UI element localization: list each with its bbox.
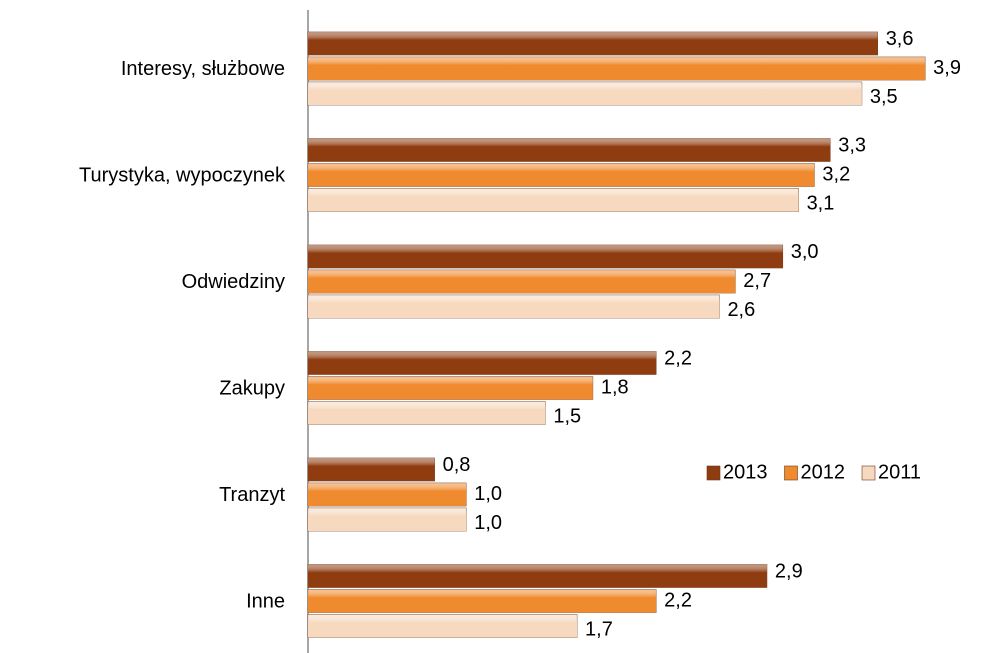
bar	[307, 81, 863, 106]
data-label: 2,2	[664, 347, 692, 369]
data-label: 1,0	[474, 483, 502, 505]
data-label: 1,7	[585, 618, 613, 640]
data-label: 3,5	[870, 86, 898, 108]
bar	[307, 56, 926, 81]
data-label: 3,2	[822, 163, 850, 185]
data-label: 2,7	[743, 270, 771, 292]
data-label: 3,9	[933, 57, 961, 79]
bar	[307, 401, 546, 425]
y-tick-label: Turystyka, wypoczynek	[79, 164, 286, 186]
data-label: 2,6	[727, 299, 755, 321]
bar	[307, 614, 578, 638]
data-label: 1,5	[553, 405, 581, 427]
bar	[307, 376, 594, 400]
bar	[307, 269, 736, 294]
y-tick-label: Inne	[246, 590, 285, 612]
data-label: 3,3	[838, 134, 866, 156]
bar	[307, 457, 435, 482]
y-tick-label: Tranzyt	[219, 484, 285, 506]
bar	[307, 589, 657, 613]
legend-label: 2012	[801, 461, 846, 483]
legend-swatch	[861, 465, 876, 481]
y-tick-label: Odwiedziny	[182, 271, 285, 293]
bar	[307, 482, 467, 507]
bar	[307, 564, 768, 588]
bar	[307, 244, 784, 269]
legend-label: 2011	[878, 461, 921, 483]
bar	[307, 31, 879, 56]
data-label: 2,9	[775, 560, 803, 582]
data-label: 3,0	[791, 241, 819, 263]
bar	[307, 138, 831, 162]
bar	[307, 188, 799, 212]
legend-swatch	[706, 465, 721, 481]
y-tick-label: Zakupy	[219, 377, 285, 399]
data-label: 3,6	[886, 28, 914, 50]
data-label: 1,8	[601, 376, 629, 398]
bar	[307, 294, 720, 319]
bar	[307, 351, 657, 375]
data-label: 1,0	[474, 512, 502, 534]
data-label: 0,8	[443, 454, 471, 476]
bar	[307, 507, 467, 532]
legend-label: 2013	[723, 461, 768, 483]
data-label: 3,1	[807, 192, 835, 214]
data-label: 2,2	[664, 589, 692, 611]
bar	[307, 163, 815, 187]
legend-swatch	[784, 465, 798, 481]
y-tick-label: Interesy, służbowe	[121, 58, 285, 80]
